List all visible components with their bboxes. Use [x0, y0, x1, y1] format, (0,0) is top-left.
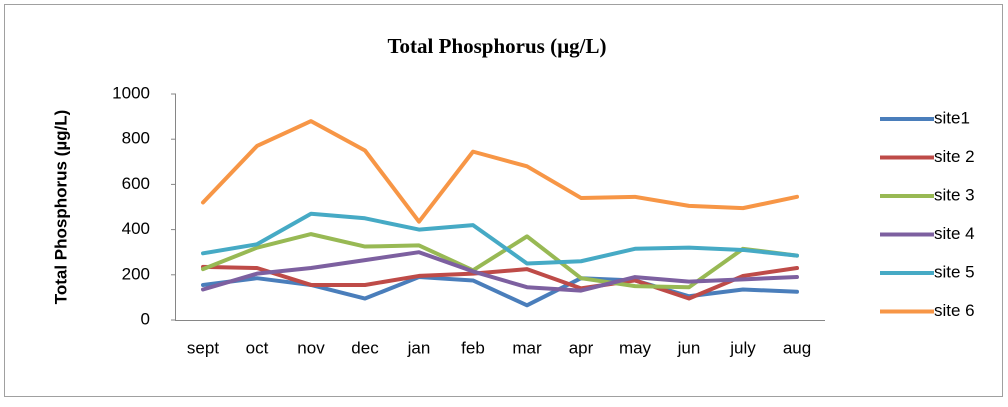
y-tick-label: 600 — [122, 174, 150, 193]
legend-label: site 6 — [934, 301, 975, 320]
y-tick-label: 800 — [122, 129, 150, 148]
chart-title: Total Phosphorus (µg/L) — [387, 34, 606, 58]
x-tick-label: apr — [569, 338, 594, 357]
legend-label: site 5 — [934, 262, 975, 281]
x-tick-label: mar — [512, 338, 542, 357]
x-tick-label: july — [729, 338, 756, 357]
y-tick-label: 200 — [122, 264, 150, 283]
x-tick-label: nov — [297, 338, 325, 357]
x-tick-label: feb — [461, 338, 485, 357]
chart-frame — [4, 4, 1003, 397]
y-tick-label: 1000 — [112, 83, 150, 102]
legend-label: site 4 — [934, 224, 975, 243]
x-tick-label: oct — [246, 338, 269, 357]
series-line — [201, 250, 799, 293]
x-tick-label: jun — [677, 338, 701, 357]
x-tick-label: dec — [351, 338, 379, 357]
series-line — [201, 264, 799, 301]
y-tick-label: 400 — [122, 219, 150, 238]
x-tick-label: aug — [783, 338, 811, 357]
series-line — [201, 119, 799, 224]
y-tick-label: 0 — [141, 309, 150, 328]
legend-label: site1 — [934, 108, 970, 127]
legend-label: site 2 — [934, 147, 975, 166]
x-tick-label: sept — [187, 338, 219, 357]
x-tick-label: may — [619, 338, 652, 357]
legend-label: site 3 — [934, 185, 975, 204]
series-line — [201, 211, 799, 266]
x-tick-label: jan — [407, 338, 431, 357]
y-axis-label: Total Phosphorus (µg/L) — [51, 110, 70, 305]
